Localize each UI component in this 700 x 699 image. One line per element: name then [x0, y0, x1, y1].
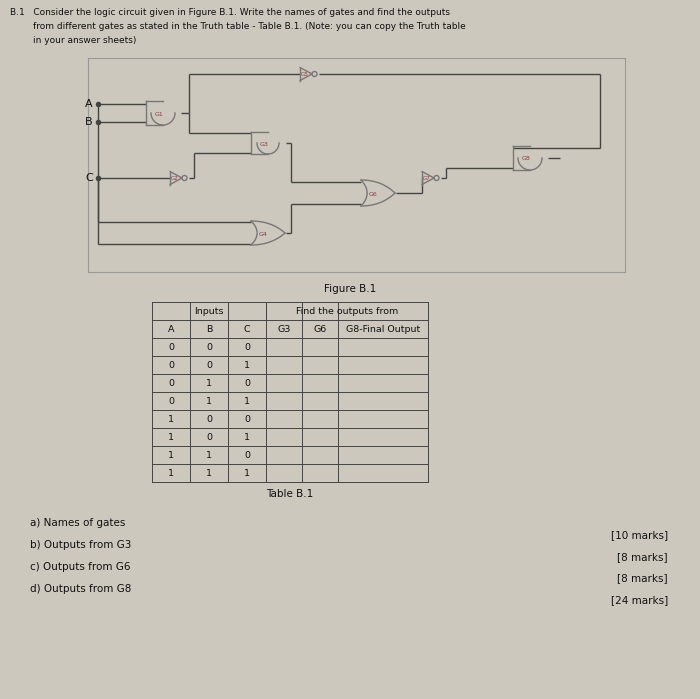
Text: G6: G6: [314, 324, 327, 333]
Text: A: A: [85, 99, 93, 109]
Text: Table B.1: Table B.1: [267, 489, 314, 499]
Text: Find the outputs from: Find the outputs from: [296, 306, 398, 315]
Text: 1: 1: [244, 468, 250, 477]
Text: 0: 0: [206, 343, 212, 352]
Text: 0: 0: [244, 343, 250, 352]
Text: G3: G3: [260, 141, 268, 147]
Text: B.1   Consider the logic circuit given in Figure B.1. Write the names of gates a: B.1 Consider the logic circuit given in …: [10, 8, 450, 17]
Text: d) Outputs from G8: d) Outputs from G8: [30, 584, 132, 594]
Text: 0: 0: [206, 433, 212, 442]
Text: C: C: [85, 173, 93, 183]
Text: [24 marks]: [24 marks]: [610, 595, 668, 605]
Text: 1: 1: [206, 396, 212, 405]
Text: G8-Final Output: G8-Final Output: [346, 324, 420, 333]
Text: 0: 0: [244, 450, 250, 459]
Text: G2: G2: [171, 176, 179, 181]
Text: 1: 1: [206, 468, 212, 477]
Text: B: B: [85, 117, 93, 127]
Text: Figure B.1: Figure B.1: [324, 284, 376, 294]
Text: G1: G1: [155, 112, 163, 117]
Text: from different gates as stated in the Truth table - Table B.1. (Note: you can co: from different gates as stated in the Tr…: [10, 22, 466, 31]
Text: 1: 1: [168, 415, 174, 424]
Text: 0: 0: [168, 343, 174, 352]
Text: [10 marks]: [10 marks]: [611, 530, 668, 540]
Text: 0: 0: [206, 361, 212, 370]
Text: 0: 0: [206, 415, 212, 424]
Text: a) Names of gates: a) Names of gates: [30, 518, 125, 528]
Text: C: C: [244, 324, 251, 333]
Text: in your answer sheets): in your answer sheets): [10, 36, 136, 45]
Text: G5: G5: [301, 72, 309, 77]
Text: c) Outputs from G6: c) Outputs from G6: [30, 562, 130, 572]
Text: G6: G6: [369, 192, 377, 196]
Text: 0: 0: [244, 415, 250, 424]
Text: 1: 1: [206, 450, 212, 459]
Text: A: A: [168, 324, 174, 333]
Text: G7: G7: [423, 176, 431, 181]
Text: 1: 1: [244, 396, 250, 405]
Text: 0: 0: [168, 378, 174, 387]
Text: Inputs: Inputs: [195, 306, 224, 315]
Text: G4: G4: [258, 231, 267, 236]
Text: 1: 1: [168, 450, 174, 459]
Text: 0: 0: [168, 396, 174, 405]
Text: 1: 1: [244, 433, 250, 442]
Text: 1: 1: [168, 468, 174, 477]
Text: 0: 0: [168, 361, 174, 370]
Text: b) Outputs from G3: b) Outputs from G3: [30, 540, 132, 550]
Text: 1: 1: [244, 361, 250, 370]
Text: G8: G8: [522, 157, 531, 161]
Text: 0: 0: [244, 378, 250, 387]
Text: 1: 1: [168, 433, 174, 442]
Text: [8 marks]: [8 marks]: [617, 573, 668, 583]
Text: B: B: [206, 324, 212, 333]
Text: [8 marks]: [8 marks]: [617, 552, 668, 562]
Text: 1: 1: [206, 378, 212, 387]
Text: G3: G3: [277, 324, 290, 333]
